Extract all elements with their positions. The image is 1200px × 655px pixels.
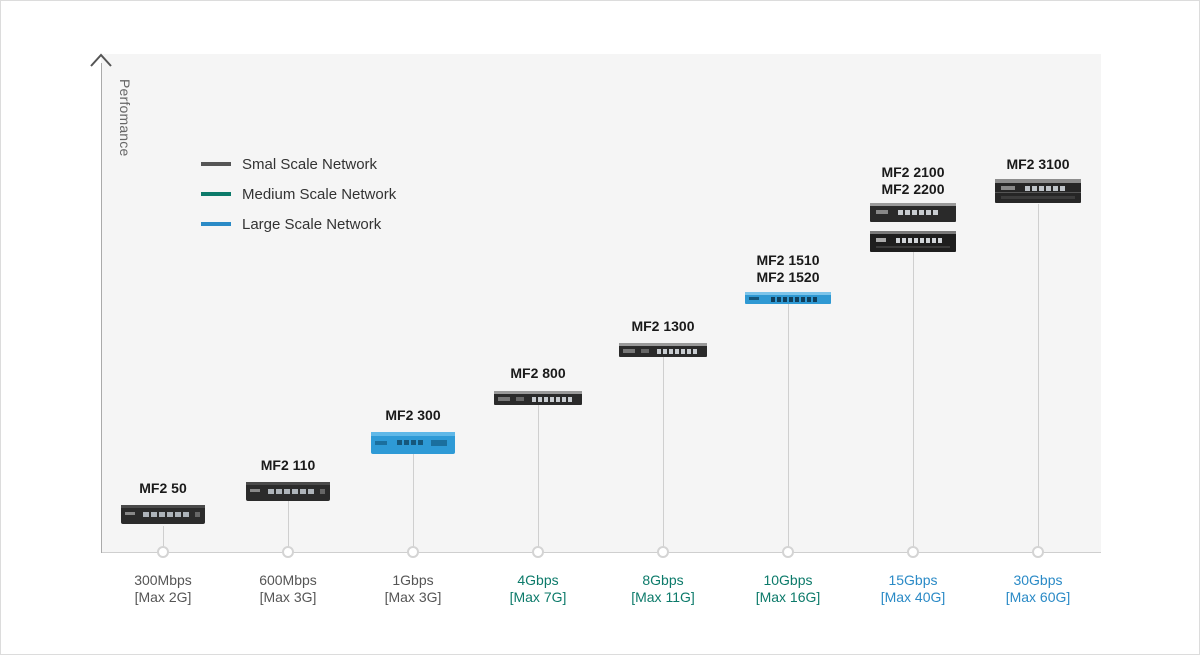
device-image [745, 291, 831, 305]
legend-swatch [201, 192, 231, 196]
y-axis-line [101, 63, 102, 553]
connector-line [913, 251, 914, 552]
legend-item-large: Large Scale Network [201, 209, 396, 239]
throughput-label: 30Gbps [Max 60G] [973, 572, 1103, 606]
throughput-max: [Max 2G] [134, 589, 192, 605]
legend: Smal Scale Network Medium Scale Network … [201, 149, 396, 239]
model-name: MF2 3100 [1006, 156, 1070, 172]
model-name: MF2 1510 MF2 1520 [756, 252, 820, 285]
legend-label: Large Scale Network [242, 215, 382, 233]
axis-node [157, 546, 169, 558]
throughput-value: 4Gbps [517, 572, 559, 588]
model-name: MF2 110 [260, 457, 316, 473]
throughput-label: 600Mbps [Max 3G] [223, 572, 353, 606]
model-name: MF2 1300 [631, 318, 695, 334]
connector-line [788, 304, 789, 552]
throughput-value: 10Gbps [763, 572, 813, 588]
y-axis-label: Perfomance [117, 79, 133, 157]
axis-node [1032, 546, 1044, 558]
axis-node [407, 546, 419, 558]
throughput-value: 600Mbps [259, 572, 317, 588]
throughput-max: [Max 16G] [755, 589, 821, 605]
throughput-label: 300Mbps [Max 2G] [98, 572, 228, 606]
axis-node [532, 546, 544, 558]
connector-line [413, 454, 414, 552]
throughput-label: 4Gbps [Max 7G] [473, 572, 603, 606]
plot-area [101, 54, 1101, 553]
axis-node [782, 546, 794, 558]
connector-line [538, 404, 539, 552]
throughput-max: [Max 11G] [631, 589, 695, 605]
throughput-max: [Max 3G] [384, 589, 442, 605]
throughput-max: [Max 40G] [880, 589, 946, 605]
axis-node [282, 546, 294, 558]
device-image [870, 202, 956, 254]
connector-line [663, 356, 664, 552]
throughput-value: 30Gbps [1013, 572, 1063, 588]
legend-swatch [201, 222, 231, 226]
y-axis-arrow-icon [90, 53, 112, 67]
legend-item-medium: Medium Scale Network [201, 179, 396, 209]
device-image [619, 341, 707, 359]
throughput-value: 1Gbps [392, 572, 434, 588]
legend-label: Smal Scale Network [242, 155, 378, 173]
device-image [121, 504, 205, 526]
throughput-label: 15Gbps [Max 40G] [848, 572, 978, 606]
throughput-value: 15Gbps [888, 572, 938, 588]
legend-swatch [201, 162, 231, 166]
throughput-label: 8Gbps [Max 11G] [598, 572, 728, 606]
device-image [995, 178, 1081, 204]
legend-item-small: Smal Scale Network [201, 149, 396, 179]
device-image [371, 431, 455, 455]
connector-line [163, 526, 164, 552]
axis-node [907, 546, 919, 558]
connector-line [1038, 204, 1039, 552]
throughput-max: [Max 60G] [1005, 589, 1071, 605]
legend-label: Medium Scale Network [242, 185, 397, 203]
connector-line [288, 501, 289, 552]
throughput-label: 1Gbps [Max 3G] [348, 572, 478, 606]
throughput-max: [Max 7G] [509, 589, 567, 605]
throughput-value: 8Gbps [642, 572, 684, 588]
model-name: MF2 2100 MF2 2200 [881, 164, 945, 197]
throughput-value: 300Mbps [134, 572, 192, 588]
model-name: MF2 300 [385, 407, 441, 423]
model-name: MF2 800 [510, 365, 566, 381]
model-name: MF2 50 [139, 480, 187, 496]
x-axis-line [101, 552, 1101, 553]
device-image [494, 389, 582, 407]
throughput-max: [Max 3G] [259, 589, 317, 605]
axis-node [657, 546, 669, 558]
throughput-label: 10Gbps [Max 16G] [723, 572, 853, 606]
device-image [246, 481, 330, 503]
